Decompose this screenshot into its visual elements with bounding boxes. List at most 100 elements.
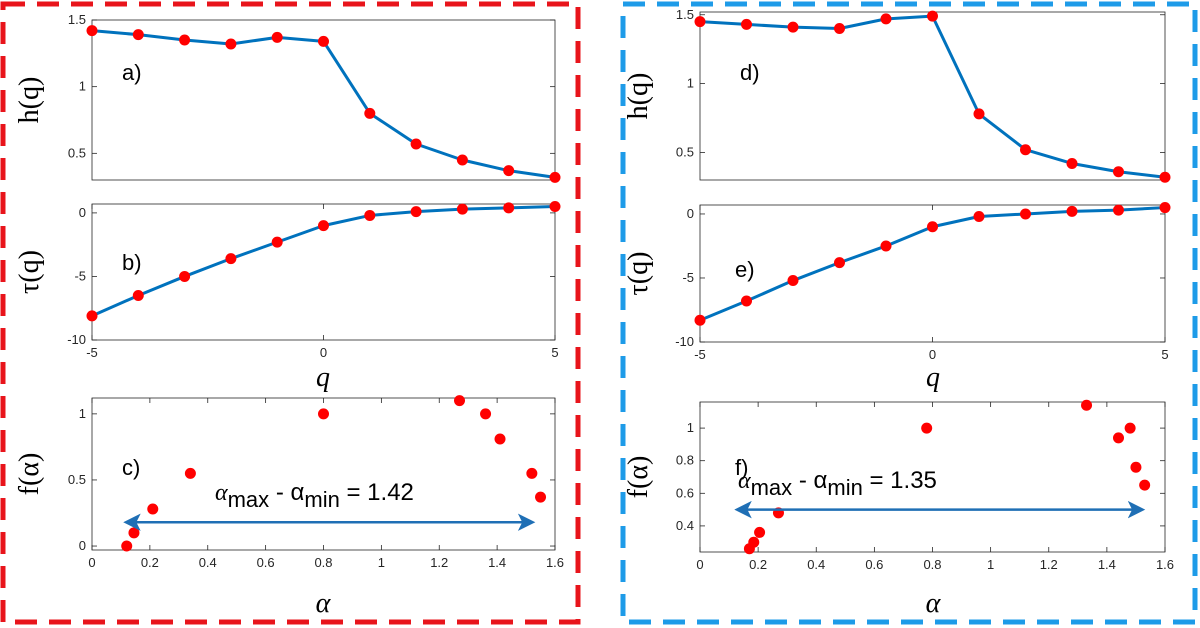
ytick-label: -10: [675, 334, 694, 349]
data-point: [748, 536, 760, 548]
panel-label-d: d): [740, 60, 760, 85]
data-point: [535, 491, 547, 503]
ytick-label: 0.8: [676, 453, 694, 468]
xtick-label: 0: [320, 345, 327, 360]
panel-e: -10-50-5 0 5τ(q)qe): [623, 202, 1171, 393]
xtick-label: 1.2: [1040, 557, 1058, 572]
xtick-label: 1: [378, 555, 385, 570]
data-point: [410, 206, 422, 218]
data-point: [1081, 399, 1093, 411]
data-point: [973, 211, 985, 223]
panel-f: 0.4 0.6 0.8 1 0 0.2 0.4 0.6 0.8 1 1.2 1.4 1.6 f(α) α f)…: [623, 399, 1174, 619]
data-point: [318, 220, 329, 232]
axes-box-a: [91, 19, 556, 181]
data-point: [184, 467, 196, 479]
data-point: [271, 31, 283, 43]
data-point: [179, 270, 191, 282]
alpha-range-annotation-c: αmax - αmin = 1.42: [215, 479, 414, 512]
data-point: [454, 395, 466, 407]
data-point: [86, 310, 98, 322]
data-point: [318, 35, 329, 47]
data-point: [271, 236, 283, 248]
data-point: [787, 21, 799, 33]
ytick-label: 0.4: [676, 518, 694, 533]
xtick-label: -5: [86, 345, 98, 360]
xtick-label: 1.6: [546, 555, 564, 570]
xtick-label: 0: [929, 347, 936, 362]
data-point: [1066, 157, 1078, 169]
xtick-label: 5: [551, 345, 558, 360]
xtick-label: 0.4: [807, 557, 825, 572]
data-point: [973, 108, 985, 120]
ytick-label: 0.5: [676, 144, 694, 159]
data-point: [694, 314, 706, 326]
data-point: [1113, 204, 1124, 216]
data-point: [1020, 208, 1031, 220]
data-point: [549, 171, 561, 183]
data-point: [494, 433, 506, 445]
data-point: [694, 16, 706, 28]
ylabel-a: h(q): [14, 77, 45, 124]
ytick-label: 0: [79, 538, 86, 553]
ytick-label: 1.5: [676, 7, 694, 22]
panel-label-c: c): [122, 455, 140, 480]
data-point: [1159, 171, 1171, 183]
data-point: [132, 29, 144, 41]
xtick-label: -5: [694, 347, 706, 362]
data-point: [1020, 144, 1031, 156]
data-point: [1113, 166, 1124, 178]
panel-b: -10-50-5 0 5τ(q)qb): [14, 201, 561, 393]
ylabel-b: τ(q): [14, 250, 45, 294]
ytick-label: 0.5: [68, 145, 86, 160]
data-point: [754, 526, 766, 538]
right-dashed-frame: [620, 1, 1198, 625]
data-point: [1139, 479, 1151, 491]
data-point: [132, 290, 144, 302]
xlabel-e: q: [926, 362, 940, 393]
data-point: [503, 202, 515, 214]
data-point: [456, 154, 468, 166]
xlabel-b: q: [316, 362, 330, 393]
ytick-label: 1.5: [68, 12, 86, 27]
data-point: [1113, 432, 1124, 444]
data-point: [549, 201, 561, 213]
xtick-label: 0.8: [923, 557, 941, 572]
data-point: [741, 295, 752, 307]
data-point: [503, 165, 515, 177]
xtick-label: 0.4: [199, 555, 217, 570]
data-point: [128, 527, 140, 539]
data-point: [834, 23, 845, 35]
data-point: [927, 10, 938, 22]
data-point: [927, 221, 938, 233]
data-point: [179, 34, 191, 46]
data-point: [364, 107, 376, 119]
xtick-label: 0.2: [141, 555, 159, 570]
ytick-label: 0: [687, 206, 694, 221]
xtick-label: 5: [1161, 347, 1168, 362]
ylabel-c: f(α): [14, 453, 45, 496]
data-point: [880, 13, 892, 25]
ytick-label: 0: [79, 205, 86, 220]
data-point: [121, 540, 133, 552]
data-point: [225, 38, 237, 50]
ylabel-f: f(α): [623, 456, 654, 499]
data-point: [410, 138, 422, 150]
alpha-range-annotation-f: αmax - αmin = 1.35: [738, 467, 937, 500]
data-point: [147, 503, 159, 515]
data-point: [364, 209, 376, 221]
data-point: [526, 467, 538, 479]
left-dashed-frame: [0, 1, 581, 625]
data-point: [86, 25, 98, 37]
data-point: [456, 203, 468, 215]
ytick-label: -5: [74, 268, 86, 283]
data-point: [225, 253, 237, 265]
data-point: [834, 257, 845, 269]
panel-d: 0.5 1 1.5 h(q) d): [623, 7, 1171, 183]
data-point: [880, 240, 892, 252]
xtick-label: 1.4: [1098, 557, 1116, 572]
ytick-label: -5: [682, 270, 694, 285]
panel-label-e: e): [735, 257, 755, 282]
data-point: [1130, 461, 1142, 473]
xtick-label: 0.8: [314, 555, 332, 570]
